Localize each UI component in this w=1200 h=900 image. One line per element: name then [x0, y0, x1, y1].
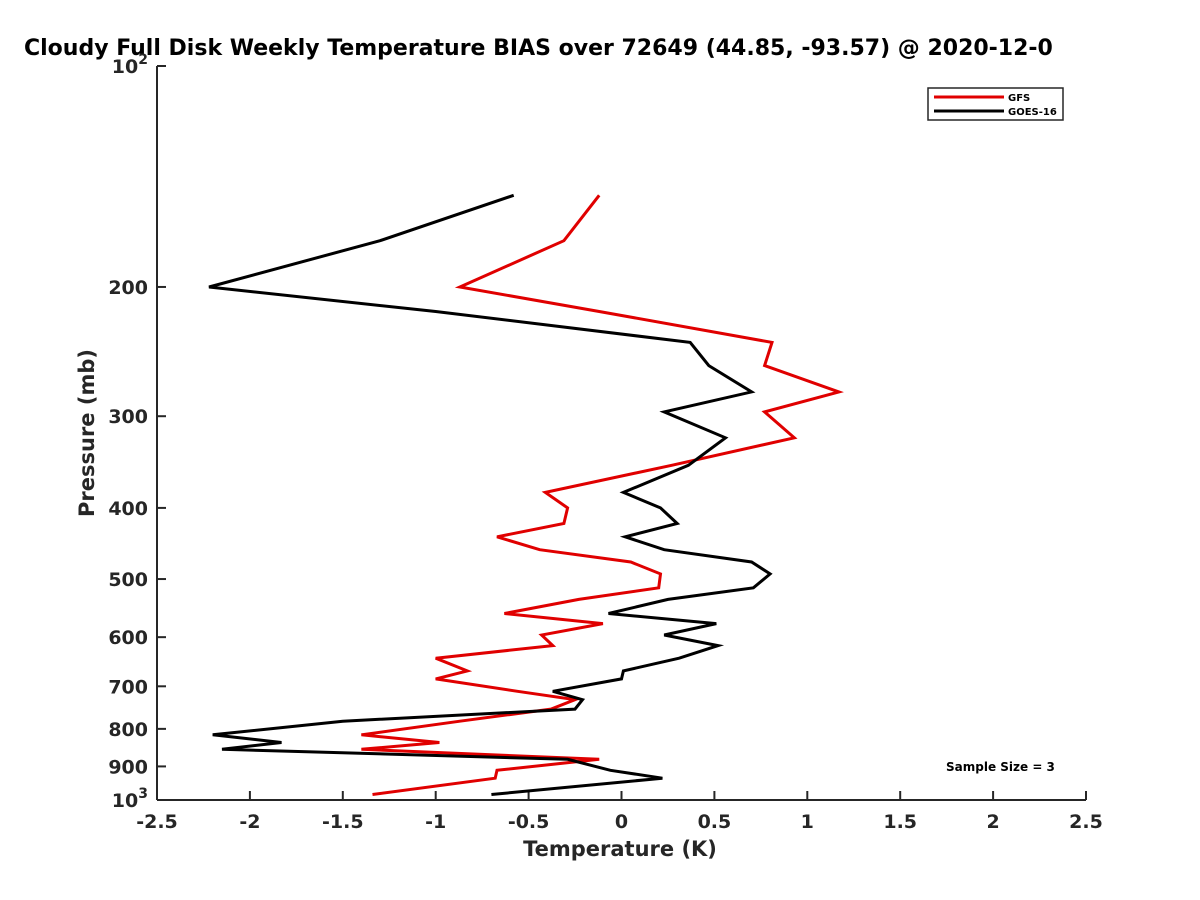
y-tick-label: 400 — [108, 498, 148, 520]
series-lines — [208, 193, 844, 796]
y-axis-ticks: 102 200 300 400 500 600 700 800 900 103 — [108, 52, 166, 812]
x-tick-label: 0 — [615, 811, 628, 833]
x-tick-label: -2 — [239, 811, 260, 833]
x-tick-label: 0.5 — [698, 811, 732, 833]
y-tick-label: 700 — [108, 676, 148, 698]
series-line-goes16 — [208, 193, 773, 796]
x-tick-label: -0.5 — [508, 811, 550, 833]
x-tick-label: -2.5 — [136, 811, 178, 833]
x-tick-label: 1.5 — [883, 811, 917, 833]
chart-title: Cloudy Full Disk Weekly Temperature BIAS… — [24, 36, 1053, 61]
y-tick-label: 600 — [108, 627, 148, 649]
y-tick-label: 102 — [112, 52, 148, 78]
y-tick-label: 103 — [112, 786, 148, 812]
x-axis-label: Temperature (K) — [523, 837, 717, 861]
legend-box — [927, 87, 1064, 121]
y-tick-label: 200 — [108, 277, 148, 299]
y-tick-label: 500 — [108, 569, 148, 591]
y-axis-label: Pressure (mb) — [75, 349, 99, 517]
x-tick-label: -1 — [425, 811, 446, 833]
legend-label-goes16: GOES-16 — [1008, 107, 1057, 118]
x-tick-label: 2 — [986, 811, 999, 833]
x-axis-ticks: -2.5 -2 -1.5 -1 -0.5 0 0.5 1 1.5 2 2.5 — [136, 791, 1103, 833]
x-tick-label: 2.5 — [1069, 811, 1103, 833]
x-tick-label: -1.5 — [322, 811, 364, 833]
y-tick-label: 800 — [108, 719, 148, 741]
x-tick-label: 1 — [801, 811, 814, 833]
legend-label-gfs: GFS — [1008, 93, 1030, 104]
series-line-gfs — [361, 194, 844, 796]
sample-size-annotation: Sample Size = 3 — [946, 760, 1055, 774]
y-tick-label: 300 — [108, 406, 148, 428]
y-tick-label: 900 — [108, 756, 148, 778]
legend: GFS GOES-16 — [927, 87, 1064, 121]
